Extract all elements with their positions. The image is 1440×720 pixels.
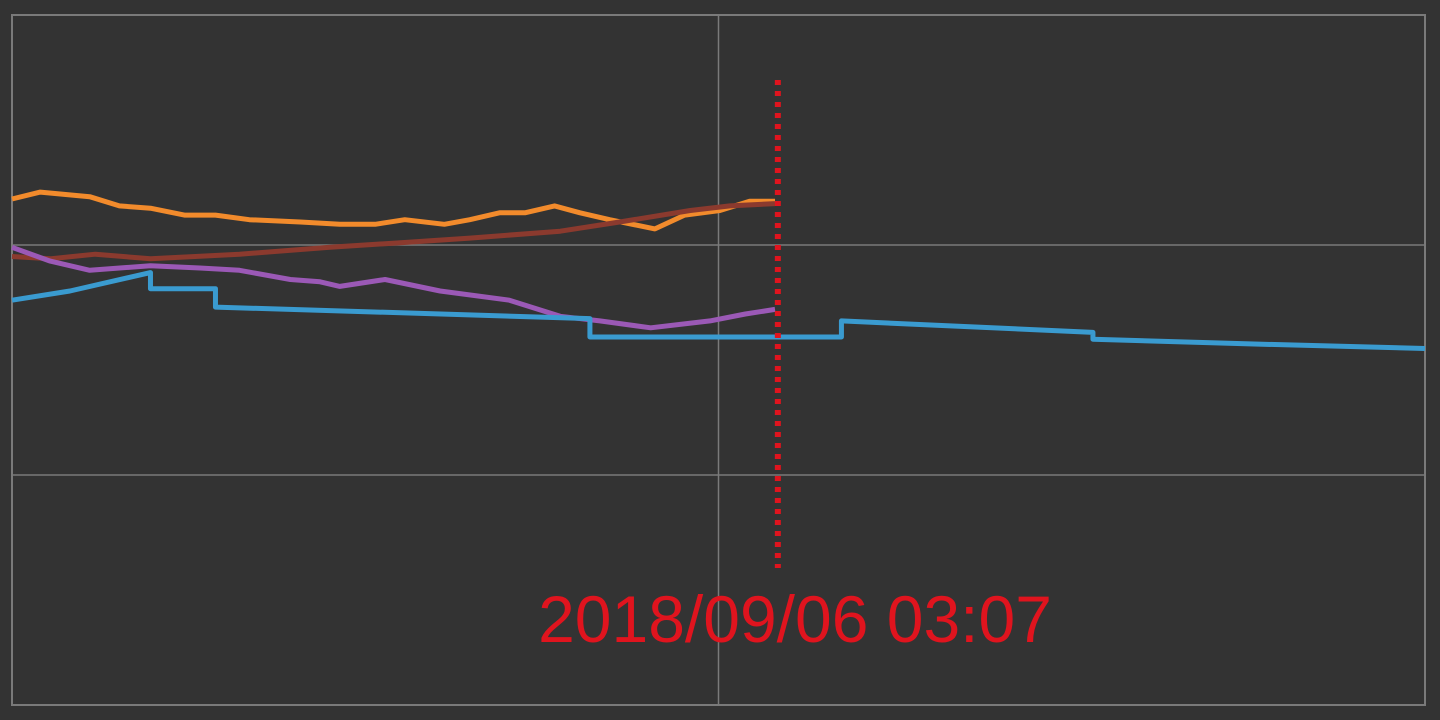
series-line	[11, 270, 1426, 351]
time-marker-label: 2018/09/06 03:07	[538, 582, 1052, 656]
series-line	[11, 201, 776, 262]
series-line	[11, 244, 776, 331]
series-line	[11, 189, 776, 232]
